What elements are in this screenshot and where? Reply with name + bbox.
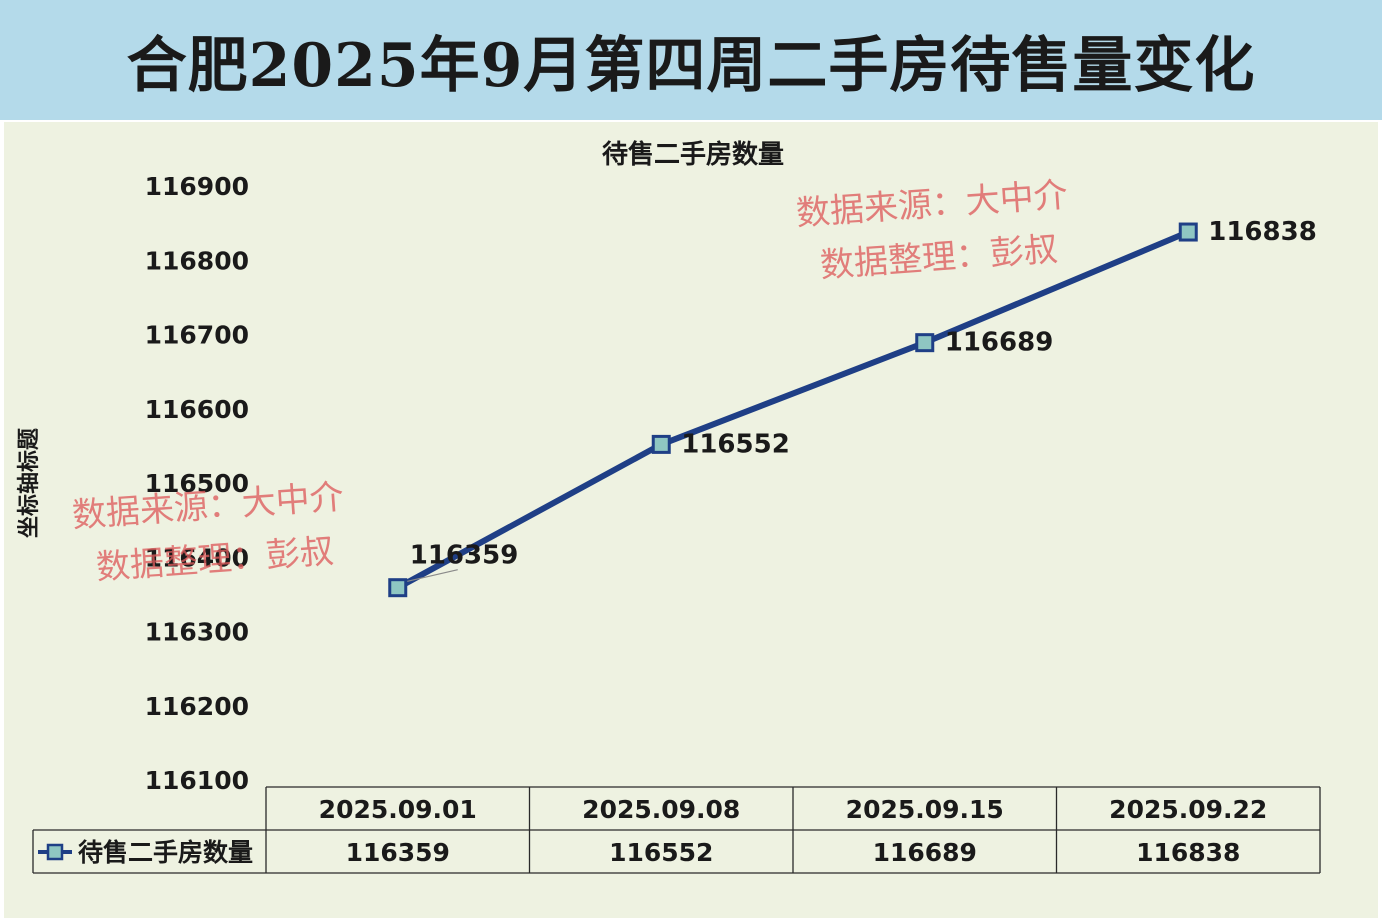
data-point-marker	[651, 434, 671, 454]
chart-title: 待售二手房数量	[602, 139, 784, 170]
banner: 合肥2025年9月第四周二手房待售量变化	[0, 0, 1382, 120]
table-value: 116689	[873, 838, 977, 867]
x-category-label: 2025.09.08	[582, 795, 740, 824]
data-label: 116552	[681, 429, 790, 459]
data-label-leader	[405, 569, 458, 583]
table-value: 116552	[609, 838, 713, 867]
y-tick-label: 116400	[145, 543, 249, 572]
x-category-label: 2025.09.15	[846, 795, 1004, 824]
table-value: 116838	[1136, 838, 1240, 867]
y-tick-label: 116500	[145, 469, 249, 498]
y-tick-label: 116100	[145, 766, 249, 795]
data-label: 116838	[1208, 217, 1317, 247]
data-label: 116689	[945, 328, 1054, 358]
series-line	[394, 229, 1192, 591]
plot-area	[4, 122, 1378, 918]
data-table: 2025.09.01 2025.09.08 2025.09.15 2025.09.22…	[32, 786, 1321, 874]
data-label: 116359	[410, 541, 519, 571]
data-point-marker	[388, 578, 408, 598]
x-category-label: 2025.09.01	[319, 795, 477, 824]
series-layer: 116359 116552 116689 116838	[388, 217, 1317, 598]
table-value: 116359	[346, 838, 450, 867]
y-axis-title: 坐标轴标题	[16, 427, 42, 538]
x-category-label: 2025.09.22	[1109, 795, 1267, 824]
data-point-marker	[1178, 222, 1198, 242]
legend-key-marker	[46, 843, 64, 861]
y-tick-label: 116800	[145, 246, 249, 275]
y-tick-label: 116300	[145, 618, 249, 647]
data-point-marker	[915, 333, 935, 353]
y-tick-label: 116600	[145, 395, 249, 424]
y-tick-label: 116900	[145, 172, 249, 201]
legend-series-name: 待售二手房数量	[78, 838, 253, 867]
banner-title: 合肥2025年9月第四周二手房待售量变化	[126, 30, 1256, 101]
y-tick-label: 116200	[145, 692, 249, 721]
y-tick-label: 116700	[145, 321, 249, 350]
y-tick-labels: 116900 116800 116700 116600 116500 116400 1163…	[145, 172, 249, 795]
